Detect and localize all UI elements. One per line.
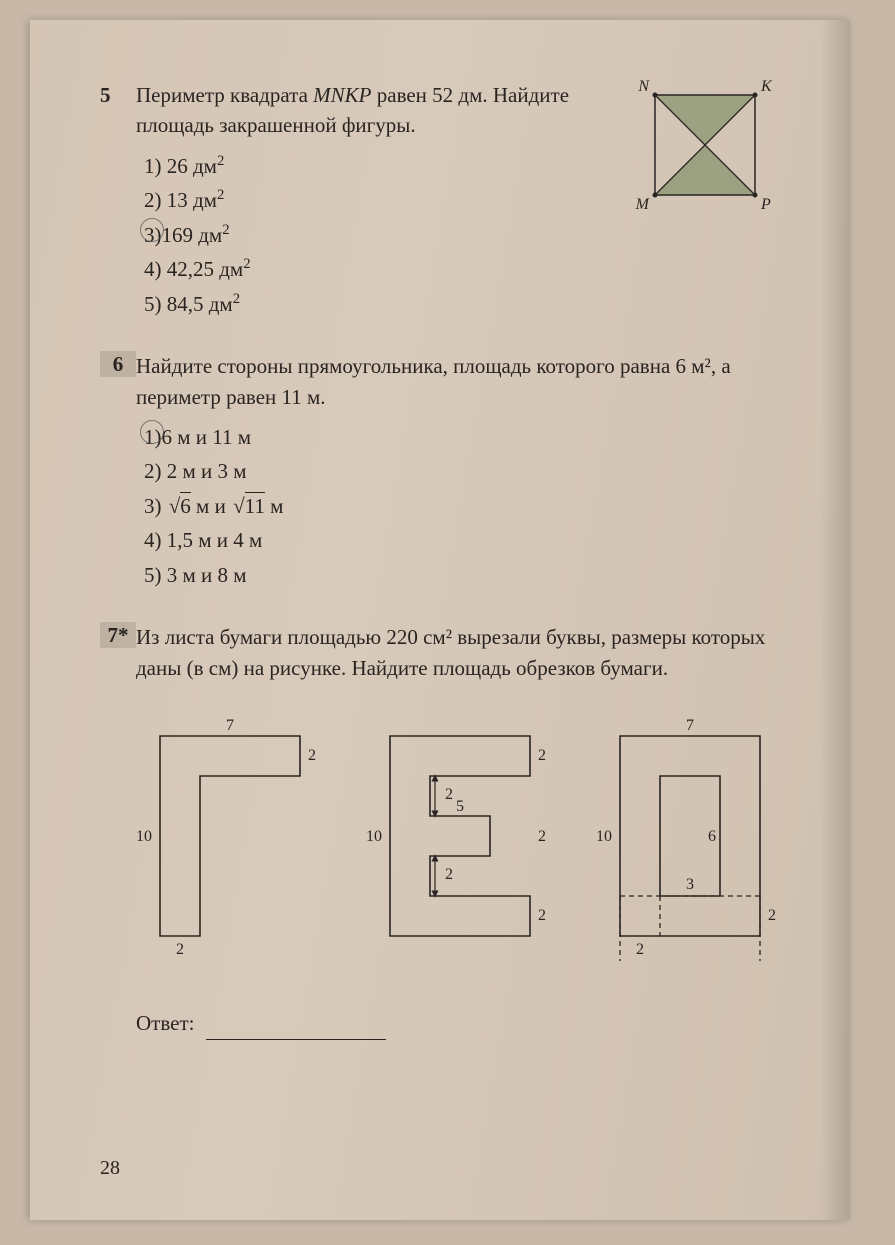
q5-options: 1) 26 дм2 2) 13 дм2 3) 169 дм2 4) 42,25 дм2… xyxy=(136,151,620,319)
option: 2) 2 м и 3 м xyxy=(144,456,800,486)
option: 5) 3 м и 8 м xyxy=(144,560,800,590)
q6-options: 1) 6 м и 11 м 2) 2 м и 3 м 3) √6 м и √11 м… xyxy=(136,422,800,590)
q7-figure: 72102252222107106322 xyxy=(120,711,800,971)
svg-text:2: 2 xyxy=(636,941,644,958)
svg-text:2: 2 xyxy=(538,828,546,845)
option: 4) 42,25 дм2 xyxy=(144,254,620,284)
problem-number: 7* xyxy=(100,622,136,648)
svg-text:10: 10 xyxy=(366,828,382,845)
option: 5) 84,5 дм2 xyxy=(144,289,620,319)
option: 2) 13 дм2 xyxy=(144,185,620,215)
option: 3) √6 м и √11 м xyxy=(144,491,800,521)
q5-figure: N K M P xyxy=(620,80,800,323)
answer-row: Ответ: xyxy=(100,1011,800,1036)
problem-number: 6 xyxy=(100,351,136,377)
option: 3) 169 дм2 xyxy=(144,220,620,250)
svg-text:3: 3 xyxy=(686,876,694,893)
svg-text:K: K xyxy=(760,80,773,95)
svg-text:2: 2 xyxy=(176,941,184,958)
problem-number: 5 xyxy=(100,80,136,323)
page-number: 28 xyxy=(100,1157,120,1180)
q5-text-italic: MNKP xyxy=(313,83,371,107)
svg-text:2: 2 xyxy=(768,907,776,924)
answer-label: Ответ: xyxy=(136,1011,194,1035)
svg-text:2: 2 xyxy=(538,907,546,924)
option: 1) 26 дм2 xyxy=(144,151,620,181)
svg-text:10: 10 xyxy=(596,828,612,845)
svg-text:2: 2 xyxy=(308,747,316,764)
q6-text: Найдите стороны прямоугольника, площадь … xyxy=(136,351,800,412)
svg-text:2: 2 xyxy=(445,786,453,803)
q5-text-a: Периметр квадрата xyxy=(136,83,313,107)
svg-text:7: 7 xyxy=(226,717,234,734)
textbook-page: 5 Периметр квадрата MNKP равен 52 дм. На… xyxy=(30,20,850,1220)
svg-text:P: P xyxy=(760,196,771,213)
svg-text:7: 7 xyxy=(686,717,694,734)
problem-6: 6 Найдите стороны прямоугольника, площад… xyxy=(100,351,800,594)
answer-blank xyxy=(206,1039,386,1040)
svg-text:2: 2 xyxy=(445,866,453,883)
svg-text:10: 10 xyxy=(136,828,152,845)
option: 1) 6 м и 11 м xyxy=(144,422,800,452)
problem-5: 5 Периметр квадрата MNKP равен 52 дм. На… xyxy=(100,80,800,323)
q7-text: Из листа бумаги площадью 220 см² вырезал… xyxy=(136,622,800,683)
svg-text:2: 2 xyxy=(538,747,546,764)
letters-diagram: 72102252222107106322 xyxy=(120,711,820,971)
svg-text:5: 5 xyxy=(456,798,464,815)
svg-text:N: N xyxy=(637,80,650,95)
square-diagram: N K M P xyxy=(630,80,800,220)
svg-text:6: 6 xyxy=(708,828,716,845)
problem-7: 7* Из листа бумаги площадью 220 см² выре… xyxy=(100,622,800,683)
svg-text:M: M xyxy=(635,196,651,213)
option: 4) 1,5 м и 4 м xyxy=(144,525,800,555)
